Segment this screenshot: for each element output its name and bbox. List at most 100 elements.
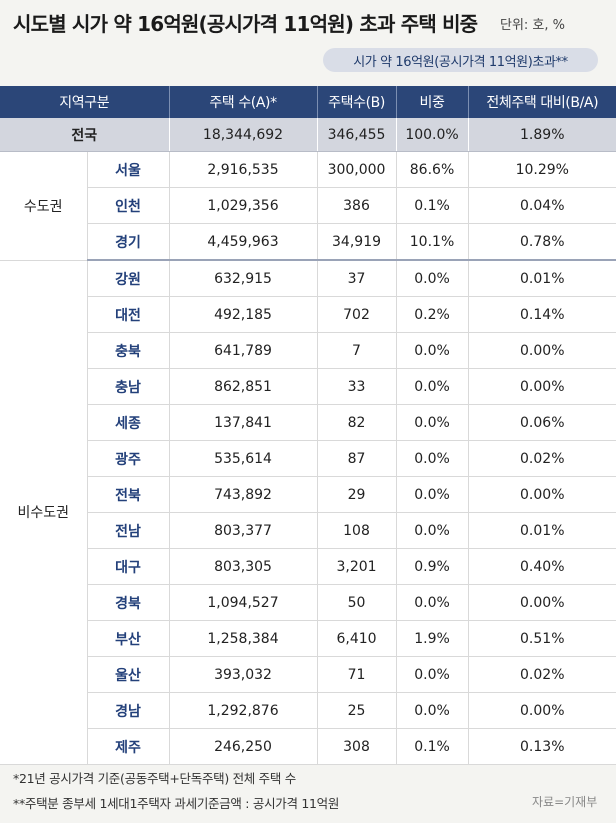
table-row: 인천 1,029,356 386 0.1% 0.04% <box>0 187 616 224</box>
cell-total-houses: 1,029,356 <box>168 187 318 224</box>
table-row: 전북 743,892 29 0.0% 0.00% <box>0 476 616 513</box>
page-title: 시도별 시가 약 16억원(공시가격 11억원) 초과 주택 비중 <box>13 12 478 36</box>
cell-houses-over: 3,201 <box>316 548 397 585</box>
cell-ratio: 0.06% <box>467 404 616 441</box>
region-name: 강원 <box>86 260 170 297</box>
cell-total-houses: 1,258,384 <box>168 620 318 657</box>
cell-total-houses: 632,915 <box>168 260 318 297</box>
header-region: 지역구분 <box>0 86 170 118</box>
cell-total-houses: 393,032 <box>168 656 318 693</box>
region-name: 인천 <box>86 187 170 224</box>
cell-ratio: 0.40% <box>467 548 616 585</box>
cell-ratio: 0.02% <box>467 440 616 477</box>
cell-houses-over: 71 <box>316 656 397 693</box>
cell-share: 0.0% <box>395 440 469 477</box>
cell-houses-over: 33 <box>316 368 397 405</box>
cell-houses-over: 702 <box>316 296 397 333</box>
cell-total-houses: 803,377 <box>168 512 318 549</box>
cell-ratio: 10.29% <box>467 151 616 188</box>
cell-total-houses: 535,614 <box>168 440 318 477</box>
region-name: 경기 <box>86 223 170 261</box>
table-row: 대구 803,305 3,201 0.9% 0.40% <box>0 548 616 585</box>
header-share: 비중 <box>395 86 469 118</box>
cell-share: 100.0% <box>395 118 469 152</box>
footnote-2: **주택분 종부세 1세대1주택자 과세기준금액 : 공시가격 11억원 <box>13 796 340 811</box>
cell-ratio: 0.01% <box>467 260 616 297</box>
region-name: 대전 <box>86 296 170 333</box>
cell-share: 0.1% <box>395 728 469 765</box>
cell-houses-over: 108 <box>316 512 397 549</box>
housing-table: 지역구분 주택 수(A)* 주택수(B) 비중 전체주택 대비(B/A) 전국 … <box>0 86 616 765</box>
table-row: 부산 1,258,384 6,410 1.9% 0.51% <box>0 620 616 657</box>
region-name: 전남 <box>86 512 170 549</box>
header-ratio: 전체주택 대비(B/A) <box>467 86 616 118</box>
region-name: 전국 <box>0 118 170 152</box>
cell-total-houses: 246,250 <box>168 728 318 765</box>
unit-label: 단위: 호, % <box>500 18 566 33</box>
cell-share: 0.0% <box>395 692 469 729</box>
column-group-badge: 시가 약 16억원(공시가격 11억원)초과** <box>323 48 598 72</box>
region-name: 경남 <box>86 692 170 729</box>
cell-houses-over: 34,919 <box>316 223 397 261</box>
region-name: 충북 <box>86 332 170 369</box>
header-total-houses: 주택 수(A)* <box>168 86 318 118</box>
cell-total-houses: 1,292,876 <box>168 692 318 729</box>
region-name: 전북 <box>86 476 170 513</box>
cell-houses-over: 6,410 <box>316 620 397 657</box>
cell-houses-over: 7 <box>316 332 397 369</box>
region-name: 세종 <box>86 404 170 441</box>
table-row: 충북 641,789 7 0.0% 0.00% <box>0 332 616 369</box>
cell-share: 0.0% <box>395 584 469 621</box>
cell-houses-over: 300,000 <box>316 151 397 188</box>
cell-ratio: 0.00% <box>467 476 616 513</box>
table-row: 경기 4,459,963 34,919 10.1% 0.78% <box>0 223 616 261</box>
cell-ratio: 0.00% <box>467 332 616 369</box>
cell-total-houses: 862,851 <box>168 368 318 405</box>
cell-ratio: 0.02% <box>467 656 616 693</box>
region-name: 경북 <box>86 584 170 621</box>
table-row: 제주 246,250 308 0.1% 0.13% <box>0 728 616 765</box>
source-label: 자료=기재부 <box>532 795 598 809</box>
cell-ratio: 0.00% <box>467 584 616 621</box>
region-name: 울산 <box>86 656 170 693</box>
cell-share: 0.0% <box>395 476 469 513</box>
cell-total-houses: 492,185 <box>168 296 318 333</box>
cell-houses-over: 346,455 <box>316 118 397 152</box>
table-row: 비수도권 강원 632,915 37 0.0% 0.01% <box>0 260 616 765</box>
header-houses-over: 주택수(B) <box>316 86 397 118</box>
cell-houses-over: 386 <box>316 187 397 224</box>
cell-ratio: 0.78% <box>467 223 616 261</box>
region-name: 광주 <box>86 440 170 477</box>
cell-share: 0.0% <box>395 656 469 693</box>
cell-total-houses: 1,094,527 <box>168 584 318 621</box>
cell-share: 86.6% <box>395 151 469 188</box>
table-row: 충남 862,851 33 0.0% 0.00% <box>0 368 616 405</box>
region-name: 서울 <box>86 151 170 188</box>
cell-share: 0.0% <box>395 260 469 297</box>
national-row: 전국 18,344,692 346,455 100.0% 1.89% <box>0 118 616 152</box>
cell-houses-over: 308 <box>316 728 397 765</box>
cell-share: 0.9% <box>395 548 469 585</box>
region-name: 제주 <box>86 728 170 765</box>
cell-ratio: 0.00% <box>467 692 616 729</box>
cell-share: 0.1% <box>395 187 469 224</box>
region-name: 부산 <box>86 620 170 657</box>
cell-houses-over: 87 <box>316 440 397 477</box>
table-row: 울산 393,032 71 0.0% 0.02% <box>0 656 616 693</box>
cell-share: 0.0% <box>395 512 469 549</box>
cell-share: 10.1% <box>395 223 469 261</box>
cell-share: 0.2% <box>395 296 469 333</box>
cell-ratio: 0.00% <box>467 368 616 405</box>
region-name: 대구 <box>86 548 170 585</box>
region-group-label: 수도권 <box>0 151 87 261</box>
table-row: 수도권 서울 2,916,535 300,000 86.6% 10.29% <box>0 151 616 261</box>
cell-houses-over: 82 <box>316 404 397 441</box>
cell-ratio: 0.04% <box>467 187 616 224</box>
cell-total-houses: 4,459,963 <box>168 223 318 261</box>
region-name: 충남 <box>86 368 170 405</box>
cell-total-houses: 803,305 <box>168 548 318 585</box>
table-row: 전남 803,377 108 0.0% 0.01% <box>0 512 616 549</box>
cell-ratio: 1.89% <box>467 118 616 152</box>
table-row: 경남 1,292,876 25 0.0% 0.00% <box>0 692 616 729</box>
table-row: 경북 1,094,527 50 0.0% 0.00% <box>0 584 616 621</box>
